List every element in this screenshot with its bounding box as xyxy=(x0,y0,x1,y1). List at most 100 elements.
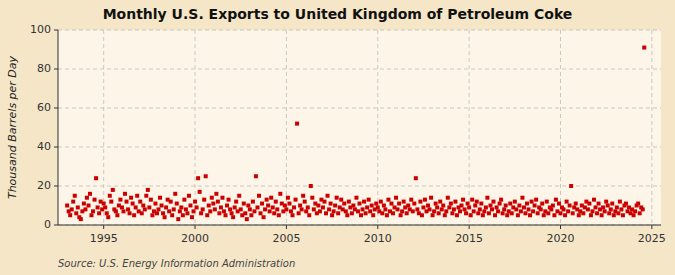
point xyxy=(549,207,553,211)
point xyxy=(504,204,508,208)
point xyxy=(490,207,494,211)
y-tick xyxy=(54,108,58,109)
point xyxy=(641,207,645,211)
point xyxy=(517,204,521,208)
point xyxy=(429,196,433,200)
x-tick-label: 2000 xyxy=(181,232,209,245)
point xyxy=(214,192,218,196)
point xyxy=(590,209,594,213)
point xyxy=(619,207,623,211)
point xyxy=(351,204,355,208)
point xyxy=(592,198,596,202)
point xyxy=(149,198,153,202)
point xyxy=(594,205,598,209)
point xyxy=(478,207,482,211)
x-grid-line xyxy=(651,30,652,225)
point xyxy=(522,205,526,209)
point xyxy=(418,200,422,204)
point xyxy=(475,200,479,204)
point xyxy=(188,204,192,208)
point xyxy=(277,213,281,217)
point xyxy=(234,200,238,204)
y-grid-line xyxy=(58,147,661,148)
point xyxy=(531,209,535,213)
y-axis-line xyxy=(58,30,59,225)
point xyxy=(636,202,640,206)
point xyxy=(577,213,581,217)
point xyxy=(397,202,401,206)
point xyxy=(309,184,313,188)
point xyxy=(103,205,107,209)
y-tick xyxy=(54,186,58,187)
point xyxy=(146,188,150,192)
point xyxy=(528,213,532,217)
point xyxy=(172,207,176,211)
point xyxy=(460,204,464,208)
point xyxy=(479,202,483,206)
point xyxy=(260,202,264,206)
point xyxy=(481,213,485,217)
point xyxy=(292,205,296,209)
point xyxy=(225,204,229,208)
point xyxy=(300,207,304,211)
point xyxy=(175,202,179,206)
point xyxy=(551,204,555,208)
point xyxy=(589,213,593,217)
point xyxy=(208,209,212,213)
point xyxy=(431,213,435,217)
y-tick-label: 100 xyxy=(30,23,51,36)
point xyxy=(600,213,604,217)
point xyxy=(383,207,387,211)
point xyxy=(321,205,325,209)
point xyxy=(482,209,486,213)
point xyxy=(632,213,636,217)
point xyxy=(533,204,537,208)
point xyxy=(607,211,611,215)
point xyxy=(298,204,302,208)
point xyxy=(262,215,266,219)
point xyxy=(565,200,569,204)
point xyxy=(374,202,378,206)
point xyxy=(539,207,543,211)
point xyxy=(493,213,497,217)
point xyxy=(163,215,167,219)
point xyxy=(441,204,445,208)
x-tick xyxy=(195,225,196,229)
point xyxy=(563,213,567,217)
point xyxy=(111,188,115,192)
point xyxy=(68,213,72,217)
point xyxy=(198,190,202,194)
point xyxy=(181,213,185,217)
point xyxy=(461,198,465,202)
point xyxy=(546,211,550,215)
point xyxy=(420,213,424,217)
point xyxy=(170,213,174,217)
point xyxy=(405,211,409,215)
point xyxy=(354,196,358,200)
point xyxy=(185,211,189,215)
point xyxy=(150,213,154,217)
x-grid-line xyxy=(377,30,378,225)
point xyxy=(301,194,305,198)
point xyxy=(79,217,83,221)
point xyxy=(157,207,161,211)
point xyxy=(362,200,366,204)
point xyxy=(513,200,517,204)
point xyxy=(304,209,308,213)
point xyxy=(143,207,147,211)
point xyxy=(333,204,337,208)
point xyxy=(179,205,183,209)
point xyxy=(118,198,122,202)
point xyxy=(89,213,93,217)
point xyxy=(222,209,226,213)
point xyxy=(409,198,413,202)
point xyxy=(294,198,298,202)
point xyxy=(391,211,395,215)
x-tick-label: 2010 xyxy=(364,232,392,245)
y-tick-label: 0 xyxy=(44,218,51,231)
point xyxy=(231,215,235,219)
point xyxy=(295,122,299,126)
x-tick xyxy=(377,225,378,229)
point xyxy=(297,211,301,215)
point xyxy=(93,198,97,202)
